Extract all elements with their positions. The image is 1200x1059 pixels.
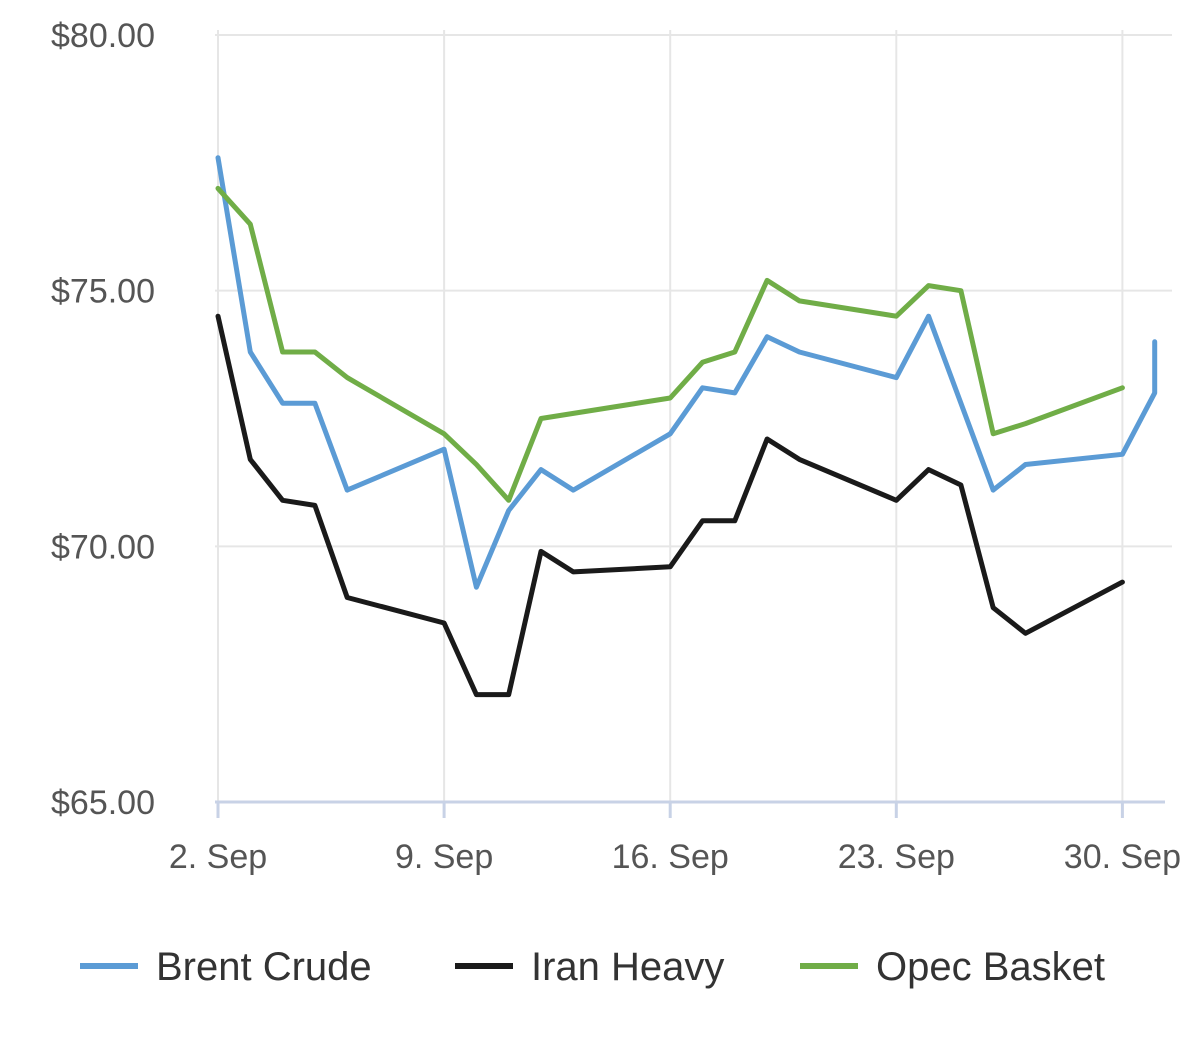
- series: [215, 155, 1158, 698]
- legend-label: Iran Heavy: [531, 945, 724, 989]
- y-tick-label: $75.00: [51, 273, 155, 311]
- x-tick-label: 30. Sep: [1064, 838, 1181, 876]
- series-line-opec-basket: [215, 185, 1125, 503]
- x-tick-label: 16. Sep: [612, 838, 729, 876]
- y-tick-label: $80.00: [51, 17, 155, 55]
- legend-item-iran-heavy[interactable]: Iran Heavy: [455, 945, 724, 989]
- y-tick-label: $70.00: [51, 528, 155, 566]
- legend-label: Opec Basket: [876, 945, 1105, 989]
- series-line-brent-crude: [215, 155, 1158, 590]
- grid: [215, 34, 1172, 548]
- legend-item-opec-basket[interactable]: Opec Basket: [800, 945, 1105, 989]
- legend-item-brent-crude[interactable]: Brent Crude: [80, 945, 372, 989]
- legend[interactable]: Brent Crude Iran Heavy Opec Basket: [80, 945, 1105, 989]
- x-tick-label: 9. Sep: [395, 838, 493, 876]
- y-axis-ticks: $65.00 $70.00 $75.00 $80.00: [51, 17, 155, 822]
- series-line-iran-heavy: [215, 313, 1125, 698]
- y-tick-label: $65.00: [51, 784, 155, 822]
- legend-label: Brent Crude: [156, 945, 372, 989]
- x-tick-label: 2. Sep: [169, 838, 267, 876]
- x-tick-label: 23. Sep: [838, 838, 955, 876]
- x-axis-ticks: 2. Sep 9. Sep 16. Sep 23. Sep 30. Sep: [169, 802, 1181, 876]
